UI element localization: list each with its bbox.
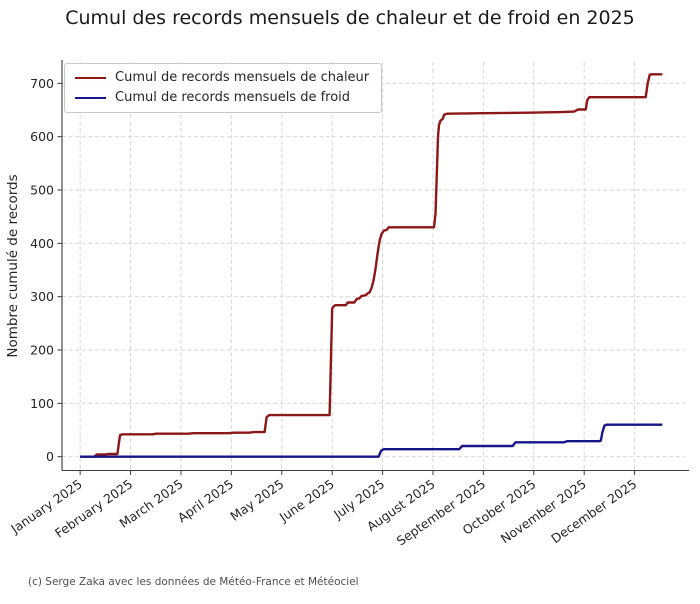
x-tick-label: May 2025 [227,476,286,524]
froid-line-swatch [75,96,106,99]
y-tick-label: 300 [30,289,54,304]
y-tick-label: 700 [30,76,54,91]
y-tick-label: 400 [30,236,54,251]
legend: Cumul de records mensuels de chaleur Cum… [64,63,383,113]
series-line-chaleur [80,73,663,458]
series-line-froid [80,423,663,458]
chart-title: Cumul des records mensuels de chaleur et… [65,7,635,29]
x-tick-label: June 2025 [276,476,337,525]
y-axis-label: Nombre cumulé de records [5,174,21,358]
legend-label-chaleur: Cumul de records mensuels de chaleur [115,70,370,85]
x-tick-label: April 2025 [175,476,236,525]
chaleur-line-swatch [75,76,106,79]
x-tick-label: December 2025 [548,476,639,546]
y-tick-label: 200 [30,343,54,358]
y-tick-label: 600 [30,129,54,144]
x-tick-label: November 2025 [498,476,589,546]
legend-item-froid: Cumul de records mensuels de froid [75,90,369,105]
y-tick-label: 100 [30,396,54,411]
y-tick-label: 500 [30,183,54,198]
footer-credit: (c) Serge Zaka avec les données de Météo… [28,576,359,588]
legend-label-froid: Cumul de records mensuels de froid [115,90,351,105]
y-tick-label: 0 [46,449,54,464]
legend-item-chaleur: Cumul de records mensuels de chaleur [75,70,369,85]
x-tick-label: September 2025 [394,476,489,548]
